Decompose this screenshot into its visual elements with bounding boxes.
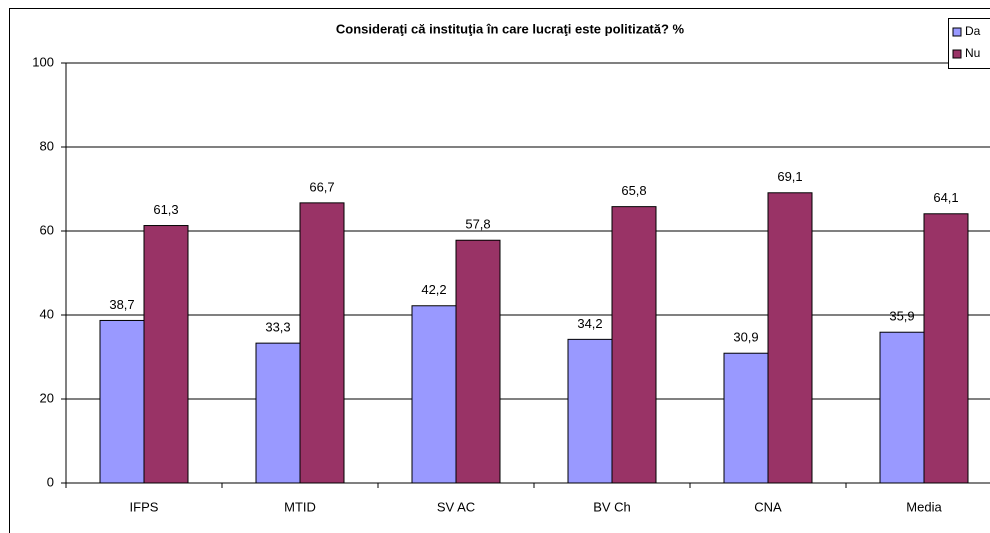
- x-tick-label: BV Ch: [593, 499, 631, 514]
- value-label: 66,7: [309, 179, 334, 194]
- bar: [723, 352, 769, 484]
- bar: [611, 206, 657, 484]
- value-label: 61,3: [153, 202, 178, 217]
- x-tick-label: CNA: [754, 499, 782, 514]
- bar: [411, 305, 457, 484]
- value-label: 34,2: [577, 316, 602, 331]
- value-label: 57,8: [465, 217, 490, 232]
- bar: [767, 192, 813, 484]
- value-label: 35,9: [889, 309, 914, 324]
- x-tick-label: MTID: [284, 499, 316, 514]
- value-label: 33,3: [265, 320, 290, 335]
- value-label: 65,8: [621, 183, 646, 198]
- bar: [143, 225, 189, 484]
- bar: [455, 239, 501, 484]
- bar: [567, 338, 613, 484]
- y-tick-label: 80: [40, 138, 54, 153]
- legend-box: [948, 18, 990, 69]
- x-tick-label: SV AC: [437, 499, 475, 514]
- value-label: 64,1: [933, 190, 958, 205]
- value-label: 69,1: [777, 169, 802, 184]
- y-tick-label: 100: [32, 54, 54, 69]
- y-tick-label: 20: [40, 390, 54, 405]
- legend-swatch: [952, 27, 962, 37]
- bar: [923, 213, 969, 484]
- y-tick-label: 40: [40, 306, 54, 321]
- legend-swatch: [952, 49, 962, 59]
- bar: [99, 319, 145, 484]
- legend-label: Nu: [965, 46, 980, 60]
- x-tick-label: Media: [906, 499, 942, 514]
- y-tick-label: 60: [40, 222, 54, 237]
- value-label: 30,9: [733, 330, 758, 345]
- chart-title: Consideraţi că instituţia în care lucraţ…: [336, 21, 685, 36]
- x-tick-label: IFPS: [130, 499, 159, 514]
- value-label: 42,2: [421, 282, 446, 297]
- bar: [255, 342, 301, 484]
- bar: [299, 202, 345, 484]
- y-tick-label: 0: [47, 474, 54, 489]
- bar: [879, 331, 925, 484]
- value-label: 38,7: [109, 297, 134, 312]
- legend-label: Da: [965, 24, 981, 38]
